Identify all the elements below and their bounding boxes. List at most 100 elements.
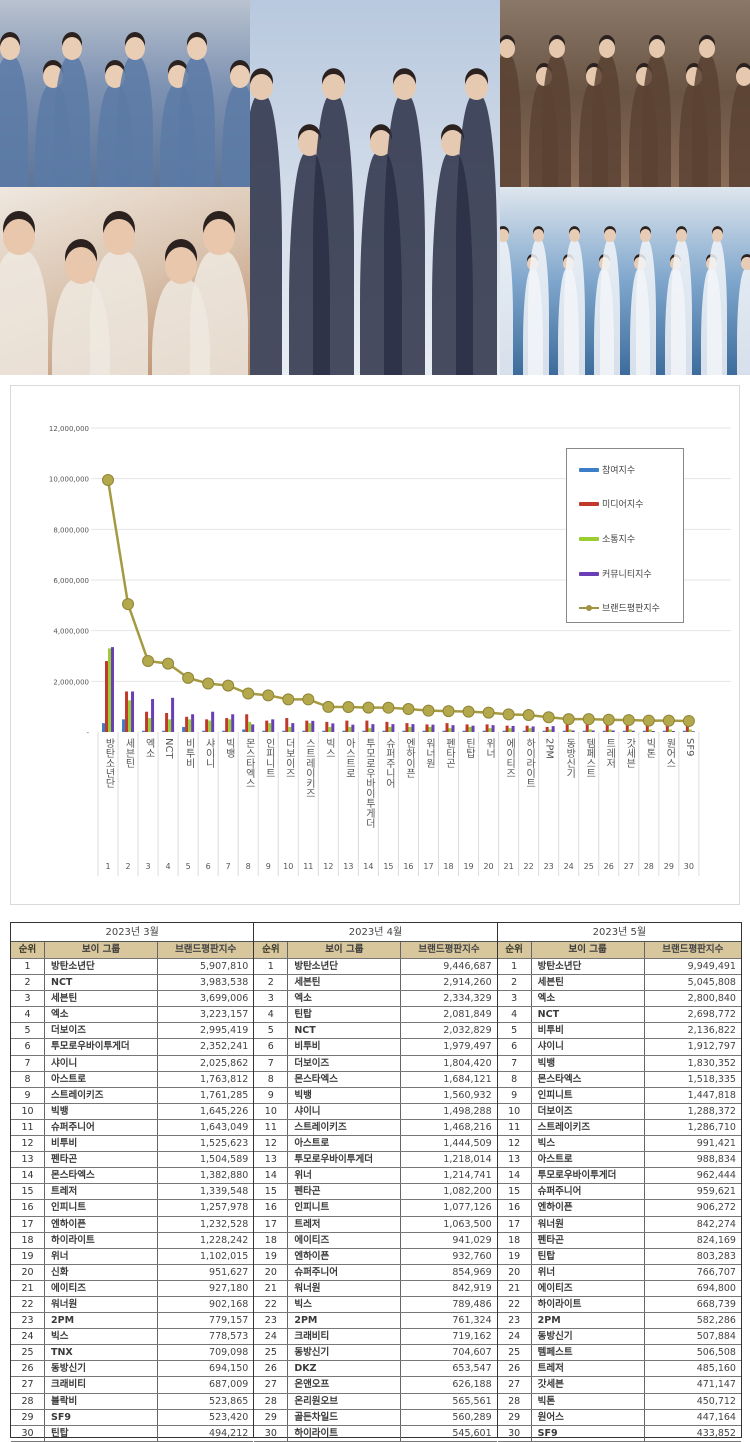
legend-item-communication: 소통지수 — [579, 532, 635, 545]
bar-communication — [328, 726, 332, 732]
brand-index-point — [222, 679, 235, 692]
brand-index-cell: 962,444 — [696, 1170, 736, 1182]
table-row: 15 펜타곤 1,082,200 — [254, 1184, 497, 1201]
group-name-cell: 펜타곤 — [45, 1152, 158, 1168]
x-category-label: 인피니트 — [263, 738, 275, 778]
legend-item-participation: 참여지수 — [579, 463, 635, 476]
table-row: 6 샤이니 1,912,797 — [497, 1039, 741, 1056]
bar-community — [411, 724, 415, 732]
table-row: 24 동방신기 507,884 — [497, 1329, 741, 1346]
bar-participation — [562, 730, 566, 732]
table-row: 21 워너원 842,919 — [254, 1280, 497, 1297]
brand-index-cell: 1,444,509 — [443, 1138, 492, 1150]
rank-cell: 5 — [254, 1023, 289, 1039]
rank-cell: 23 — [254, 1313, 289, 1329]
group-name-cell: 템페스트 — [532, 1345, 645, 1361]
bar-participation — [342, 730, 346, 732]
group-name-cell: 엔하이픈 — [532, 1200, 645, 1216]
x-category-label: 몬스타엑스 — [243, 738, 255, 788]
person-head — [3, 218, 35, 256]
rank-cell: 26 — [254, 1361, 289, 1377]
bar-participation — [542, 730, 546, 732]
brand-index-point — [442, 705, 455, 718]
table-row: 3 엑소 2,334,329 — [254, 991, 497, 1008]
rank-cell: 4 — [498, 1007, 532, 1023]
brand-index-cell: 1,525,623 — [199, 1138, 249, 1150]
group-name-cell: 온리원오브 — [288, 1393, 402, 1409]
brand-index-cell: 1,504,589 — [199, 1154, 249, 1166]
bar-community — [311, 720, 315, 732]
rank-cell: 1 — [498, 959, 532, 975]
brand-index-cell: 582,286 — [696, 1315, 736, 1327]
group-name-cell: 빅스 — [532, 1136, 645, 1152]
group-name-cell: 세븐틴 — [45, 991, 158, 1007]
bar-communication — [448, 728, 452, 732]
table-row: 14 위너 1,214,741 — [254, 1168, 497, 1185]
person-head — [464, 73, 488, 100]
brand-index-cell: 766,707 — [696, 1266, 736, 1278]
rank-cell: 30 — [11, 1425, 45, 1441]
x-tick-label: 6 — [205, 862, 211, 871]
bar-community — [131, 691, 135, 732]
x-tick-label: 20 — [483, 862, 494, 871]
bar-community — [391, 724, 395, 732]
bar-communication — [208, 720, 212, 732]
brand-index-cell: 704,607 — [452, 1347, 492, 1359]
bar-media — [425, 724, 429, 732]
legend-label: 브랜드평판지수 — [602, 604, 660, 614]
bar-communication — [228, 719, 232, 732]
table-row: 20 위너 766,707 — [497, 1264, 741, 1281]
x-tick-label: 13 — [343, 862, 354, 871]
rank-cell: 14 — [11, 1168, 45, 1184]
group-name-cell: 스트레이키즈 — [532, 1119, 645, 1136]
bar-participation — [462, 730, 466, 732]
table-row: 5 NCT 2,032,829 — [254, 1023, 497, 1040]
person-silhouette — [635, 240, 657, 375]
y-tick-label: 10,000,000 — [49, 476, 89, 484]
x-category-label: 트레저 — [603, 738, 615, 768]
x-category-label: 엔하이픈 — [403, 738, 415, 778]
rank-cell: 4 — [11, 1007, 45, 1023]
brand-index-cell: 694,150 — [209, 1363, 249, 1375]
legend-label: 미디어지수 — [602, 500, 644, 510]
bar-participation — [302, 730, 306, 732]
group-name-cell: 스트레이키즈 — [288, 1119, 402, 1136]
group-name-cell: 동방신기 — [45, 1361, 158, 1377]
legend-label: 커뮤니티지수 — [602, 570, 652, 580]
x-tick-label: 28 — [643, 862, 654, 871]
brand-index-cell: 450,712 — [696, 1395, 736, 1407]
brand-index-cell: 1,288,372 — [687, 1105, 736, 1117]
rank-cell: 26 — [498, 1361, 532, 1377]
ranking-table: 2023년 3월 순위 보이 그룹 브랜드평판지수 1 방탄소년단 5,907,810 2 NC… — [10, 922, 742, 1442]
group-name-cell: NCT — [288, 1023, 402, 1039]
bar-community — [571, 730, 575, 732]
bar-community — [331, 723, 335, 732]
x-category-label: 빅톤 — [643, 738, 655, 758]
table-row: 3 엑소 2,800,840 — [497, 991, 741, 1008]
person-head — [532, 228, 545, 243]
table-row: 24 빅스 778,573 — [11, 1329, 254, 1346]
person-head — [604, 228, 616, 243]
table-row: 27 온앤오프 626,188 — [254, 1377, 497, 1394]
rank-cell: 24 — [498, 1329, 532, 1345]
table-row: 28 온리원오브 565,561 — [254, 1393, 497, 1410]
bar-communication — [528, 728, 532, 732]
bar-community — [111, 647, 114, 732]
bar-community — [491, 725, 495, 732]
bar-participation — [362, 730, 366, 732]
brand-index-cell: 485,160 — [696, 1363, 736, 1375]
person-head — [187, 37, 208, 61]
brand-index-cell: 1,382,880 — [199, 1170, 249, 1182]
legend-swatch-icon — [579, 501, 599, 506]
month-block: 2023년 4월 순위 보이 그룹 브랜드평판지수 1 방탄소년단 9,446,687 2 세븐… — [254, 923, 498, 1442]
column-header-group: 보이 그룹 — [532, 942, 645, 958]
x-category-label: 샤이니 — [203, 738, 215, 768]
bar-media — [265, 720, 269, 732]
table-row: 30 SF9 433,852 — [497, 1425, 741, 1442]
rank-cell: 5 — [11, 1023, 45, 1039]
table-row: 9 빅뱅 1,560,932 — [254, 1087, 497, 1104]
x-tick-label: 11 — [303, 862, 314, 871]
person-head — [568, 228, 581, 243]
person-head — [0, 37, 20, 61]
brand-index-cell: 447,164 — [696, 1411, 736, 1423]
